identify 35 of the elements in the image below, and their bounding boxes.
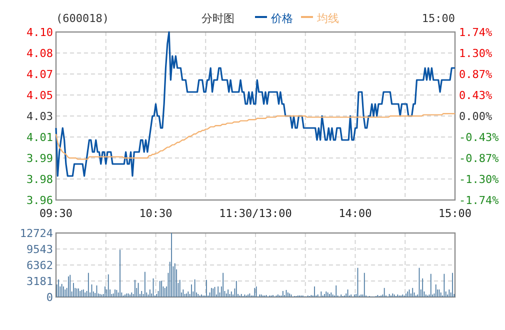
y-tick-label: 4.10 (26, 26, 53, 39)
y-tick-label: 12724 (20, 227, 54, 240)
line-series (55, 113, 456, 160)
chart-subtitle: 分时图 (202, 12, 234, 25)
y-tick-label: 4.03 (26, 110, 53, 123)
y-tick-label: 4.07 (26, 68, 53, 81)
y2-tick-label: -1.74% (459, 194, 500, 207)
y-tick-label: 4.01 (26, 131, 53, 144)
y-tick-label: 3.98 (26, 173, 53, 186)
y2-tick-label: 0.43% (459, 89, 492, 102)
x-tick-label: 10:30 (139, 207, 172, 220)
x-tick-label: 15:00 (438, 207, 472, 220)
line-series (55, 31, 456, 177)
legend-label: 均线 (316, 12, 339, 25)
y2-tick-label: 0.87% (459, 68, 492, 81)
y-tick-label: 3.99 (26, 152, 53, 165)
y-tick-label: 4.08 (26, 47, 53, 60)
text: 15:00 (422, 12, 455, 25)
x-tick-label: 11:30/13:00 (219, 207, 292, 220)
y-tick-label: 0 (46, 291, 53, 304)
y2-tick-label: -1.30% (459, 172, 500, 186)
x-tick-label: 14:00 (338, 207, 372, 220)
y2-tick-label: 1.74% (459, 26, 492, 39)
y2-tick-label: -0.87% (459, 152, 500, 165)
y-tick-label: 3.96 (26, 194, 53, 207)
x-tick-label: 09:30 (39, 207, 73, 220)
y-tick-label: 4.05 (26, 89, 53, 102)
legend-label: 价格 (270, 12, 293, 25)
y-tick-label: 6362 (26, 259, 53, 272)
y-tick-label: 3181 (26, 275, 53, 288)
chart-title: (600018) (56, 12, 109, 25)
y2-tick-label: 1.30% (459, 47, 492, 60)
y-tick-label: 9543 (26, 243, 53, 256)
y2-tick-label: 0.00% (459, 110, 492, 123)
y2-tick-label: -0.43% (459, 130, 500, 144)
